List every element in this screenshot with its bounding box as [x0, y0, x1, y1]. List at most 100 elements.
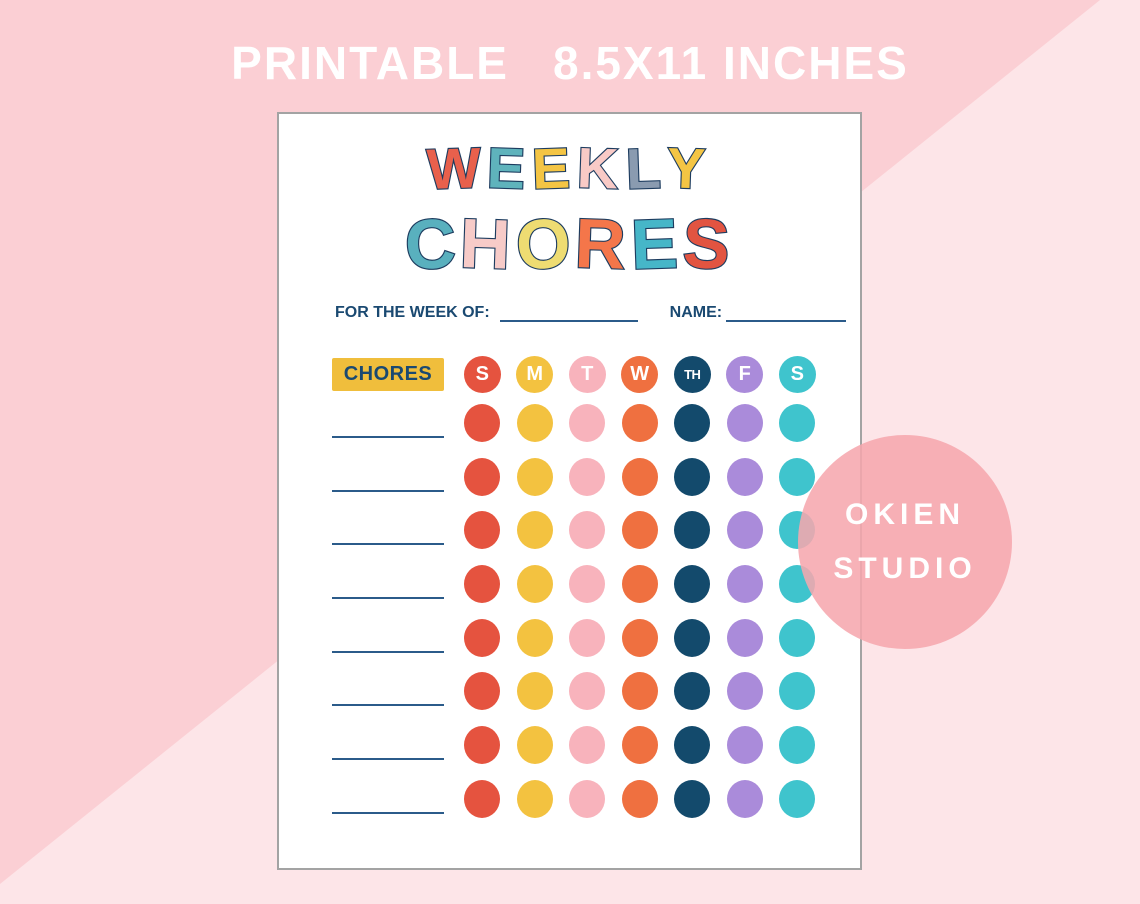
week-of-blank-line	[499, 304, 638, 322]
chore-dot	[674, 618, 711, 657]
chore-row	[332, 611, 824, 665]
chore-dot	[464, 511, 501, 550]
day-header-cell: S	[456, 355, 509, 393]
chore-dot	[726, 457, 763, 496]
dot-cell	[561, 457, 614, 496]
chore-dot	[674, 564, 711, 603]
chore-dot	[569, 672, 606, 711]
chore-dot	[779, 457, 816, 496]
chore-dot	[726, 564, 763, 603]
chore-dot	[569, 511, 606, 550]
chore-dot	[464, 457, 501, 496]
chore-dot	[674, 725, 711, 764]
dot-cell	[509, 511, 562, 550]
dot-cell	[666, 672, 719, 711]
dot-cell	[561, 564, 614, 603]
day-circle-w: W	[621, 355, 659, 393]
banner-caption-printable: PRINTABLE	[231, 37, 509, 89]
sheet-title-line2: CHORES	[279, 203, 860, 285]
studio-badge-line2: STUDIO	[833, 552, 977, 585]
studio-badge: OKIEN STUDIO	[798, 435, 1012, 649]
day-circle-s: S	[778, 355, 816, 393]
chore-dot	[779, 672, 816, 711]
dot-cell	[719, 779, 772, 818]
chores-header-box: CHORES	[332, 357, 444, 391]
chore-dot	[779, 403, 816, 442]
dot-cell	[666, 618, 719, 657]
dot-cell	[614, 511, 667, 550]
day-header-cell: W	[614, 355, 667, 393]
chore-dot	[516, 672, 553, 711]
chore-name-cell	[332, 772, 444, 826]
chore-name-cell	[332, 664, 444, 718]
chore-dot	[621, 457, 658, 496]
chore-name-line	[332, 704, 444, 707]
chore-dot	[621, 564, 658, 603]
chore-name-cell	[332, 557, 444, 611]
dot-cell	[719, 564, 772, 603]
chore-dot	[674, 511, 711, 550]
chore-dot	[726, 511, 763, 550]
chore-dot	[516, 457, 553, 496]
dot-cell	[666, 779, 719, 818]
chore-dot	[464, 779, 501, 818]
dot-cell	[719, 672, 772, 711]
chore-dot	[726, 403, 763, 442]
dot-cell	[666, 403, 719, 442]
banner-caption-size: 8.5X11 INCHES	[552, 37, 909, 89]
chore-dot	[516, 779, 553, 818]
chore-dot	[674, 779, 711, 818]
dot-cell	[614, 618, 667, 657]
dot-cell	[456, 511, 509, 550]
chore-dot	[516, 511, 553, 550]
dot-cell	[561, 779, 614, 818]
chore-row	[332, 450, 824, 504]
day-header-cell: M	[509, 355, 562, 393]
chore-dot	[674, 672, 711, 711]
studio-badge-line1: OKIEN	[844, 498, 965, 531]
banner-caption: PRINTABLE 8.5X11 INCHES	[0, 36, 1140, 90]
dot-cell	[614, 564, 667, 603]
dot-cell	[771, 457, 824, 496]
chore-name-line	[332, 811, 444, 814]
day-header-cell: F	[719, 355, 772, 393]
dot-cell	[456, 672, 509, 711]
chore-dot	[779, 618, 816, 657]
dot-cell	[614, 725, 667, 764]
dot-cell	[666, 511, 719, 550]
dot-cell	[666, 457, 719, 496]
chore-dot	[726, 779, 763, 818]
dot-cell	[666, 725, 719, 764]
title-letter: Y	[665, 135, 715, 203]
chore-dot	[779, 725, 816, 764]
dot-cell	[719, 511, 772, 550]
title-letter: K	[575, 135, 628, 203]
chore-dot	[516, 725, 553, 764]
chore-dot	[464, 564, 501, 603]
dot-cell	[509, 779, 562, 818]
dot-cell	[509, 725, 562, 764]
chore-dot	[464, 725, 501, 764]
dot-cell	[561, 672, 614, 711]
dot-cell	[771, 403, 824, 442]
dot-cell	[509, 618, 562, 657]
chore-dot	[516, 618, 553, 657]
chore-row	[332, 557, 824, 611]
chore-dot	[779, 779, 816, 818]
chore-name-line	[332, 650, 444, 653]
chore-dot	[464, 618, 501, 657]
title-letter: E	[485, 135, 535, 203]
dot-cell	[561, 511, 614, 550]
chore-name-line	[332, 758, 444, 761]
chore-dot	[726, 618, 763, 657]
dot-cell	[509, 457, 562, 496]
chore-dot	[621, 779, 658, 818]
day-header-cell: T	[561, 355, 614, 393]
chore-dot	[569, 779, 606, 818]
day-circle-th: TH	[673, 355, 711, 393]
title-letter: E	[628, 203, 685, 285]
chore-dot	[569, 725, 606, 764]
title-letter: O	[513, 203, 577, 285]
dot-cell	[614, 672, 667, 711]
chore-dot	[516, 564, 553, 603]
